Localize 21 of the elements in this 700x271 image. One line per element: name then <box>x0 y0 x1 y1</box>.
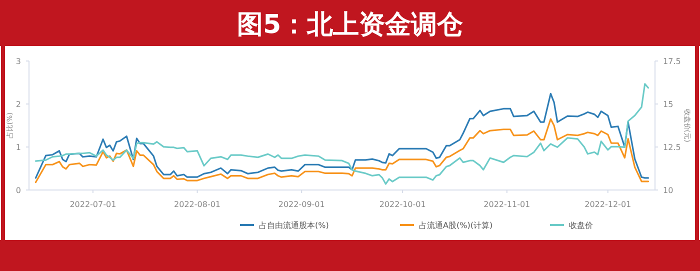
line-series <box>34 118 650 184</box>
line-series <box>34 83 650 185</box>
line-series <box>34 92 650 179</box>
y-tick-label: 0 <box>16 186 21 195</box>
y-tick-label: 1 <box>16 142 21 152</box>
y2-tick-label: 15 <box>663 100 674 109</box>
y2-tick-label: 12.5 <box>663 142 681 152</box>
legend-label: 收盘价 <box>569 220 593 230</box>
y-tick-label: 2 <box>16 100 21 109</box>
x-tick-label: 2022-07-01 <box>70 200 116 209</box>
legend-label: 占流通A股(%)(计算) <box>419 220 493 230</box>
chart-title: 图5：北上资金调仓 <box>236 10 464 40</box>
y-tick-label: 3 <box>16 56 21 66</box>
x-tick-label: 2022-12-01 <box>584 200 632 209</box>
x-tick-label: 2022-08-01 <box>174 200 221 209</box>
legend-label: 占自由流通股本(%) <box>259 220 329 230</box>
x-tick-label: 2022-09-01 <box>278 200 325 209</box>
y2-tick-label: 10 <box>663 186 674 195</box>
x-tick-label: 2022-10-01 <box>379 200 426 209</box>
y2-tick-label: 17.5 <box>663 56 681 66</box>
x-tick-label: 2022-11-01 <box>484 200 530 209</box>
